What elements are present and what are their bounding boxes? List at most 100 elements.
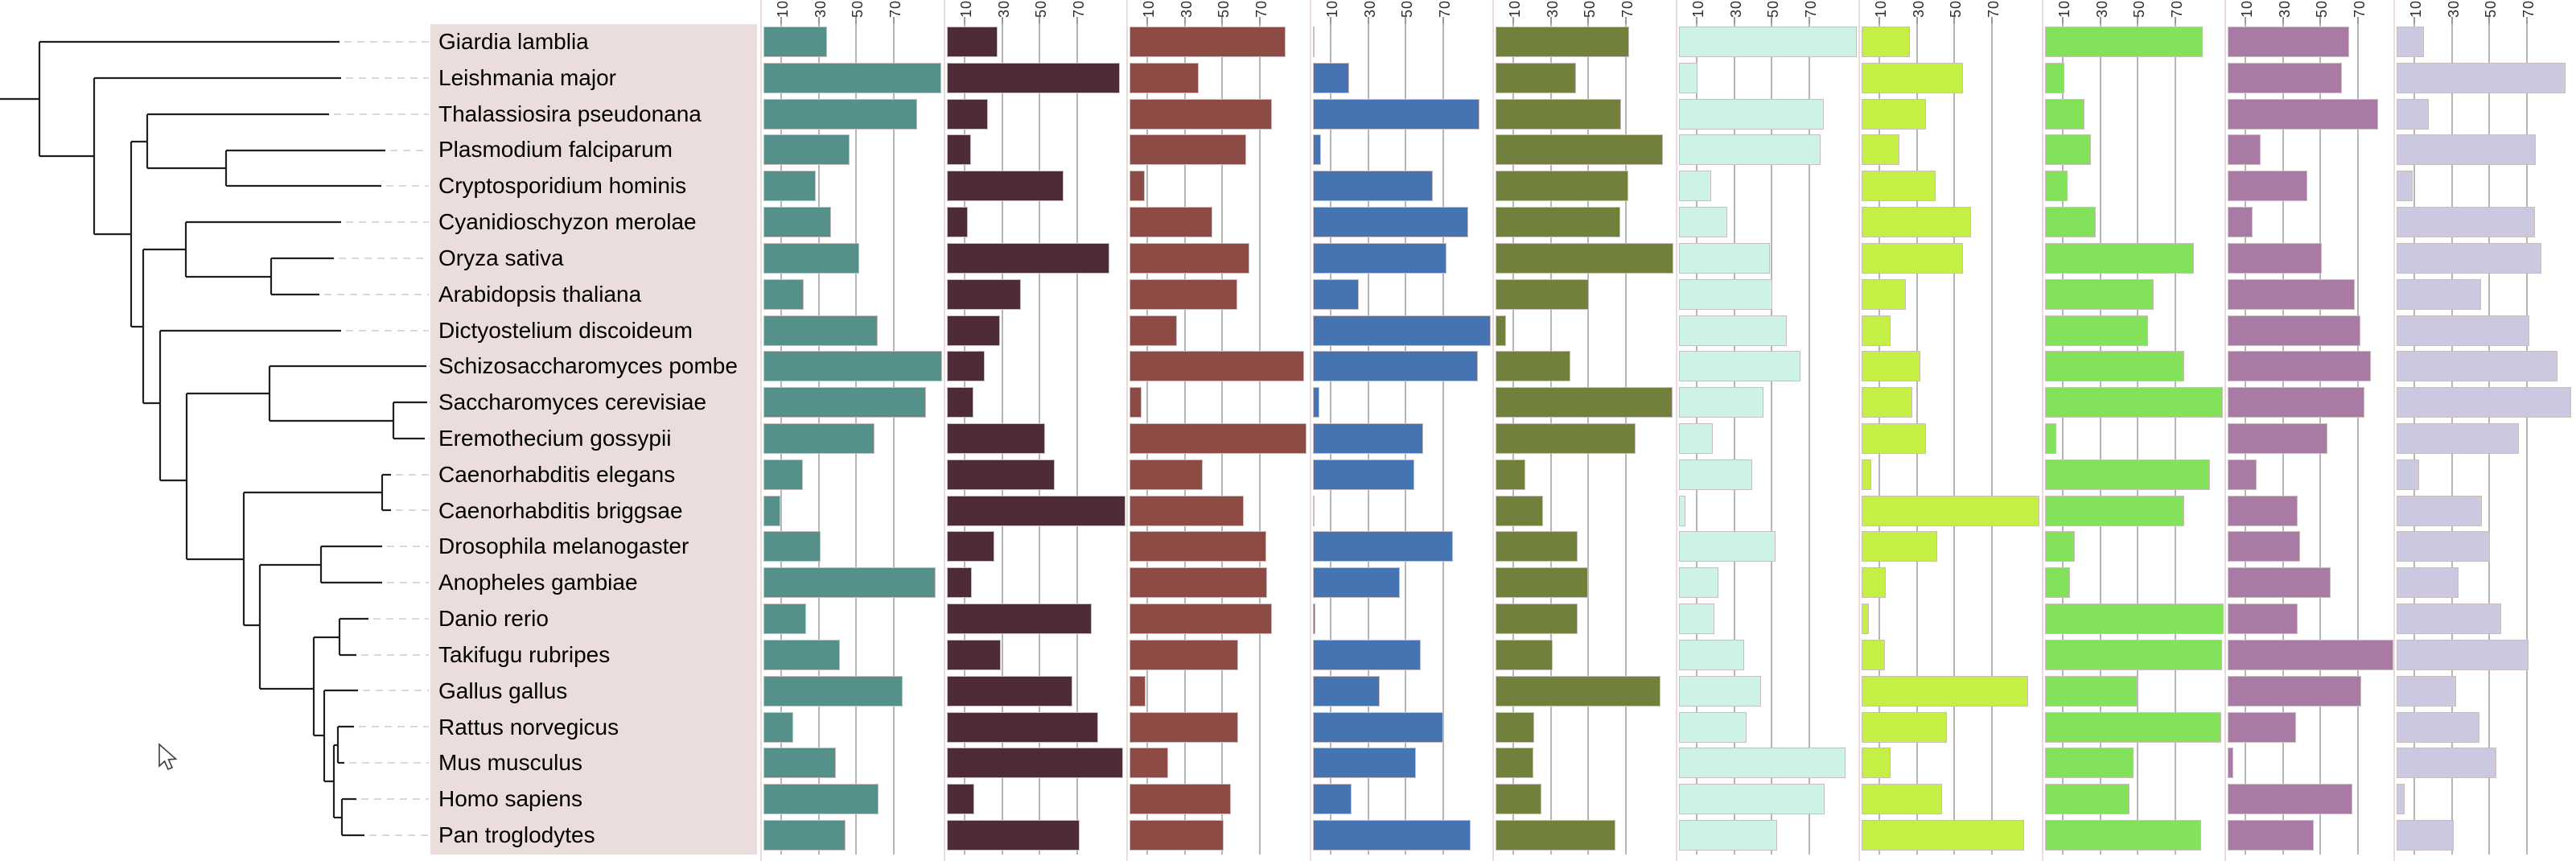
species-label: Pan troglodytes [438, 822, 595, 848]
species-label: Takifugu rubripes [438, 641, 611, 667]
bar [1130, 748, 1168, 779]
bar [1679, 748, 1846, 779]
axis-tick-label: 100 [1324, 0, 1340, 18]
bar [1862, 387, 1912, 418]
species-label: Leishmania major [438, 64, 616, 90]
bar [1862, 711, 1947, 743]
axis-tick [1624, 17, 1627, 24]
bar [763, 242, 859, 274]
axis-tick-label: 100 [2056, 0, 2072, 18]
species-label: Arabidopsis thaliana [438, 281, 642, 307]
bar [2228, 820, 2314, 851]
axis-tick [2525, 17, 2528, 24]
bar [763, 423, 875, 455]
axis-tick [1001, 17, 1003, 24]
bar [2228, 315, 2361, 346]
bar [1130, 278, 1237, 310]
bar [1313, 567, 1401, 599]
bar [1130, 171, 1145, 202]
gridline [1076, 24, 1078, 855]
gridline [2525, 24, 2528, 855]
bar [1679, 495, 1686, 526]
axis-tick-label: 100 [1507, 0, 1523, 18]
axis-tick [855, 17, 857, 24]
bar [1679, 171, 1711, 202]
axis-tick [892, 17, 895, 24]
bar [1679, 62, 1698, 93]
axis-tick [1330, 17, 1331, 24]
gridline [892, 24, 895, 855]
bar [1679, 387, 1763, 418]
species-label: Oryza sativa [438, 245, 564, 270]
axis-tick-label: 500 [1399, 0, 1415, 18]
species-label: Dictyostelium discoideum [438, 317, 693, 343]
axis-tick-label: 100 [1690, 0, 1706, 18]
bar [763, 62, 941, 93]
bar [2397, 748, 2497, 779]
axis-tick-label: 500 [2314, 0, 2330, 18]
bar [763, 567, 936, 599]
bar [1679, 315, 1787, 346]
species-label: Mus musculus [438, 750, 582, 776]
facet-panel: 100 300 500 700 [2393, 0, 2576, 861]
bar [947, 98, 989, 130]
species-label: Saccharomyces cerevisiae [438, 389, 707, 415]
species-label: Drosophila melanogaster [438, 533, 689, 559]
species-label: Homo sapiens [438, 786, 582, 812]
axis-tick-label: 700 [2168, 0, 2185, 18]
bar [1679, 567, 1718, 599]
axis-tick-label: 300 [2445, 0, 2462, 18]
bar [1862, 459, 1871, 490]
bar [1679, 134, 1821, 166]
bar [1496, 315, 1506, 346]
axis-tick [2319, 17, 2321, 24]
bar [1313, 784, 1352, 815]
bar [1313, 639, 1421, 670]
bar [1679, 423, 1713, 455]
bar [2045, 242, 2194, 274]
species-label: Cyanidioschyzon merolae [438, 209, 697, 235]
axis-tick [1549, 17, 1552, 24]
axis-tick-label: 500 [1765, 0, 1781, 18]
bar [2045, 820, 2202, 851]
bar [2045, 207, 2096, 238]
bar [763, 134, 850, 166]
gridline [2174, 24, 2176, 855]
bar [2397, 639, 2529, 670]
axis-tick-label: 700 [887, 0, 903, 18]
bar [1313, 315, 1491, 346]
facet-panel: 100 300 500 700 [944, 0, 1129, 861]
bar [2045, 675, 2138, 707]
bar [1679, 98, 1825, 130]
species-label: Cryptosporidium hominis [438, 173, 687, 199]
axis-tick-label: 100 [775, 0, 791, 18]
panel-separator [1310, 0, 1311, 861]
gridline [2356, 24, 2359, 855]
bar [2228, 459, 2257, 490]
bar [2045, 27, 2204, 57]
axis-tick-label: 300 [1727, 0, 1744, 18]
bar [2045, 567, 2071, 599]
bar [2397, 784, 2405, 815]
bar [1862, 495, 2039, 526]
bar [2045, 784, 2130, 815]
bar [1496, 387, 1673, 418]
bar [2397, 351, 2557, 382]
bar [1313, 207, 1468, 238]
bar [2045, 98, 2084, 130]
bar [2228, 675, 2362, 707]
bar [763, 459, 803, 490]
bar [947, 459, 1055, 490]
bar [2397, 134, 2537, 166]
facet-panel: 100 300 500 700 [1126, 0, 1312, 861]
bar [1862, 62, 1963, 93]
axis-tick [1916, 17, 1918, 24]
axis-tick-label: 300 [2276, 0, 2293, 18]
axis-tick-label: 500 [1216, 0, 1232, 18]
bar [947, 278, 1021, 310]
bar [1130, 459, 1203, 490]
bar [2228, 134, 2261, 166]
bar [1496, 748, 1533, 779]
bar [947, 820, 1080, 851]
